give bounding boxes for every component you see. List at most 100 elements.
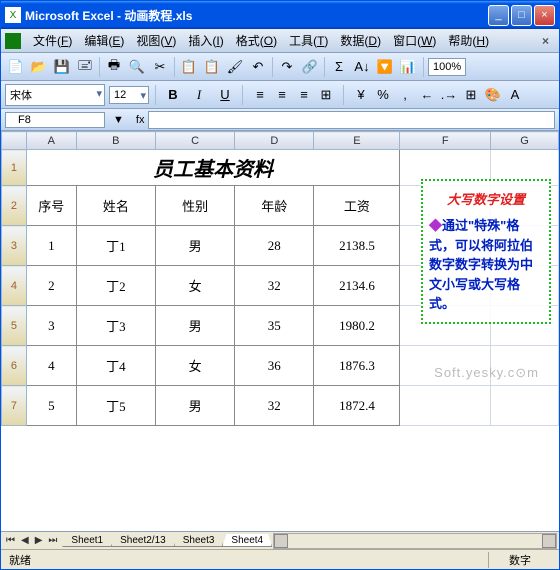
- toolbar-btn-9[interactable]: 🖌: [224, 56, 246, 78]
- row-header-7[interactable]: 7: [2, 386, 27, 426]
- cell-F7[interactable]: [400, 386, 491, 426]
- row-header-6[interactable]: 6: [2, 346, 27, 386]
- header-4[interactable]: 工资: [314, 186, 400, 226]
- fx-icon[interactable]: ▼: [105, 114, 132, 126]
- select-all-corner[interactable]: [2, 132, 27, 150]
- fmt-btn-5[interactable]: ⊞: [460, 84, 482, 106]
- tab-nav-0[interactable]: ⏮: [3, 535, 18, 546]
- toolbar-btn-4[interactable]: 🖶: [103, 56, 125, 78]
- cell-C7[interactable]: 男: [155, 386, 234, 426]
- toolbar-btn-1[interactable]: 📂: [28, 56, 50, 78]
- col-header-B[interactable]: B: [76, 132, 155, 150]
- toolbar-btn-3[interactable]: 🖃: [74, 56, 96, 78]
- maximize-button[interactable]: □: [511, 5, 532, 26]
- cell-B5[interactable]: 丁3: [76, 306, 155, 346]
- cell-C3[interactable]: 男: [155, 226, 234, 266]
- menu-W[interactable]: 窗口(W): [387, 30, 442, 51]
- row-header-2[interactable]: 2: [2, 186, 27, 226]
- row-header-1[interactable]: 1: [2, 150, 27, 186]
- fmt-btn-7[interactable]: A: [504, 84, 526, 106]
- name-box[interactable]: F8: [5, 112, 105, 128]
- toolbar-btn-16[interactable]: 📊: [397, 56, 419, 78]
- fx-label[interactable]: fx: [132, 114, 149, 126]
- excel-icon[interactable]: [5, 33, 21, 49]
- toolbar-btn-11[interactable]: ↷: [276, 56, 298, 78]
- menu-F[interactable]: 文件(F): [27, 30, 78, 51]
- formula-bar[interactable]: [148, 111, 555, 129]
- sheet-tab-3[interactable]: Sheet4: [222, 534, 272, 547]
- sheet-tab-0[interactable]: Sheet1: [62, 534, 112, 547]
- header-2[interactable]: 性别: [155, 186, 234, 226]
- align-btn-3[interactable]: ⊞: [315, 84, 337, 106]
- menu-T[interactable]: 工具(T): [283, 30, 334, 51]
- cell-A7[interactable]: 5: [26, 386, 76, 426]
- toolbar-btn-6[interactable]: ✂: [149, 56, 171, 78]
- col-header-F[interactable]: F: [400, 132, 491, 150]
- cell-D4[interactable]: 32: [235, 266, 314, 306]
- toolbar-btn-0[interactable]: 📄: [5, 56, 27, 78]
- tab-nav-3[interactable]: ⏭: [45, 535, 60, 546]
- underline-button[interactable]: U: [214, 84, 236, 106]
- col-header-G[interactable]: G: [491, 132, 559, 150]
- menu-D[interactable]: 数据(D): [334, 30, 387, 51]
- tab-nav-2[interactable]: ▶: [32, 535, 46, 546]
- menu-I[interactable]: 插入(I): [182, 30, 229, 51]
- cell-C5[interactable]: 男: [155, 306, 234, 346]
- cell-D6[interactable]: 36: [235, 346, 314, 386]
- col-header-C[interactable]: C: [155, 132, 234, 150]
- mdi-close-button[interactable]: ×: [536, 34, 555, 48]
- fmt-btn-1[interactable]: %: [372, 84, 394, 106]
- col-header-A[interactable]: A: [26, 132, 76, 150]
- italic-button[interactable]: I: [188, 84, 210, 106]
- bold-button[interactable]: B: [162, 84, 184, 106]
- toolbar-btn-15[interactable]: 🔽: [374, 56, 396, 78]
- font-size-combo[interactable]: 12: [109, 86, 149, 104]
- fmt-btn-6[interactable]: 🎨: [482, 84, 504, 106]
- header-3[interactable]: 年龄: [235, 186, 314, 226]
- zoom-combo[interactable]: 100%: [428, 58, 466, 76]
- fmt-btn-4[interactable]: .→: [438, 84, 460, 106]
- header-0[interactable]: 序号: [26, 186, 76, 226]
- close-button[interactable]: ×: [534, 5, 555, 26]
- horizontal-scrollbar[interactable]: [273, 533, 557, 549]
- cell-D3[interactable]: 28: [235, 226, 314, 266]
- cell-A6[interactable]: 4: [26, 346, 76, 386]
- toolbar-btn-7[interactable]: 📋: [178, 56, 200, 78]
- align-btn-1[interactable]: ≡: [271, 84, 293, 106]
- fmt-btn-3[interactable]: ←: [416, 84, 438, 106]
- toolbar-btn-8[interactable]: 📋: [201, 56, 223, 78]
- cell-A5[interactable]: 3: [26, 306, 76, 346]
- menu-E[interactable]: 编辑(E): [78, 30, 130, 51]
- col-header-E[interactable]: E: [314, 132, 400, 150]
- cell-B6[interactable]: 丁4: [76, 346, 155, 386]
- row-header-4[interactable]: 4: [2, 266, 27, 306]
- font-name-combo[interactable]: 宋体: [5, 84, 105, 106]
- cell-B7[interactable]: 丁5: [76, 386, 155, 426]
- cell-E4[interactable]: 2134.6: [314, 266, 400, 306]
- toolbar-btn-12[interactable]: 🔗: [299, 56, 321, 78]
- cell-C6[interactable]: 女: [155, 346, 234, 386]
- cell-G7[interactable]: [491, 386, 559, 426]
- cell-B4[interactable]: 丁2: [76, 266, 155, 306]
- cell-D7[interactable]: 32: [235, 386, 314, 426]
- titlebar[interactable]: X Microsoft Excel - 动画教程.xls _ □ ×: [1, 1, 559, 29]
- cell-E6[interactable]: 1876.3: [314, 346, 400, 386]
- row-header-5[interactable]: 5: [2, 306, 27, 346]
- fmt-btn-2[interactable]: ,: [394, 84, 416, 106]
- sheet-tab-2[interactable]: Sheet3: [174, 534, 224, 547]
- col-header-D[interactable]: D: [235, 132, 314, 150]
- toolbar-btn-2[interactable]: 💾: [51, 56, 73, 78]
- cell-A3[interactable]: 1: [26, 226, 76, 266]
- toolbar-btn-14[interactable]: A↓: [351, 56, 373, 78]
- row-header-3[interactable]: 3: [2, 226, 27, 266]
- minimize-button[interactable]: _: [488, 5, 509, 26]
- cell-E5[interactable]: 1980.2: [314, 306, 400, 346]
- title-cell[interactable]: 员工基本资料: [26, 150, 400, 186]
- menu-H[interactable]: 帮助(H): [442, 30, 495, 51]
- menu-O[interactable]: 格式(O): [230, 30, 283, 51]
- header-1[interactable]: 姓名: [76, 186, 155, 226]
- toolbar-btn-5[interactable]: 🔍: [126, 56, 148, 78]
- align-btn-0[interactable]: ≡: [249, 84, 271, 106]
- sheet-tab-1[interactable]: Sheet2/13: [111, 534, 175, 547]
- menu-V[interactable]: 视图(V): [130, 30, 182, 51]
